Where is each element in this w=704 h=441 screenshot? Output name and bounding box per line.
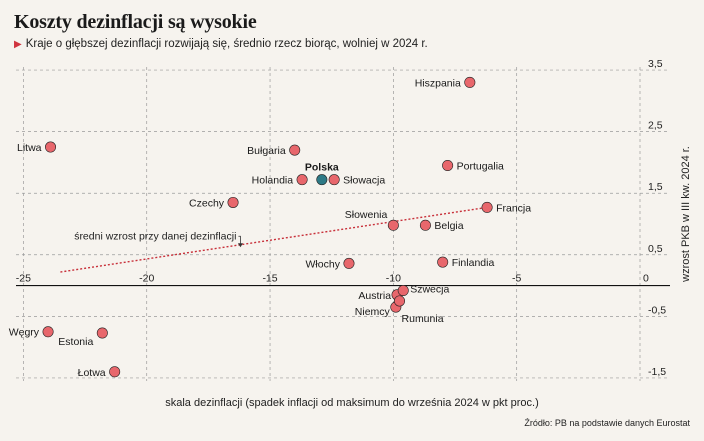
data-point — [442, 160, 454, 172]
chart-title: Koszty dezinflacji są wysokie — [14, 11, 257, 33]
data-point — [289, 144, 301, 156]
x-tick-label: 0 — [643, 273, 649, 285]
data-point — [397, 284, 409, 296]
data-point — [419, 219, 431, 231]
data-point — [227, 196, 239, 208]
data-point — [328, 174, 340, 186]
data-point — [437, 256, 449, 268]
trendline-label: średni wzrost przy danej dezinflacji — [74, 231, 236, 243]
x-tick-label: -10 — [386, 273, 401, 285]
point-label: Holandia — [252, 175, 294, 187]
data-point — [343, 257, 355, 269]
data-point — [45, 141, 57, 153]
point-label: Niemcy — [355, 306, 391, 318]
y-tick-label: 1,5 — [648, 181, 663, 193]
point-label: Słowenia — [345, 209, 388, 221]
point-label: Czechy — [189, 197, 225, 209]
y-axis-label: wzrost PKB w III kw. 2024 r. — [680, 146, 692, 283]
data-point — [109, 366, 121, 378]
x-tick-label: -25 — [16, 273, 31, 285]
point-label: Francja — [496, 202, 531, 214]
data-point — [387, 219, 399, 231]
point-label: Estonia — [58, 336, 93, 348]
grid-lines — [16, 67, 670, 381]
y-tick-label: 0,5 — [648, 243, 663, 255]
point-label: Litwa — [17, 142, 42, 154]
point-label: Rumunia — [402, 313, 444, 325]
y-tick-label: -1,5 — [648, 366, 666, 378]
x-tick-label: -5 — [512, 273, 521, 285]
point-label: Węgry — [9, 327, 40, 339]
data-point — [464, 76, 476, 88]
source-note: Źródło: PB na podstawie danych Eurostat — [524, 418, 690, 428]
y-tick-label: 3,5 — [648, 58, 663, 70]
y-tick-label: 2,5 — [648, 120, 663, 132]
x-axis-label: skala dezinflacji (spadek inflacji od ma… — [165, 397, 539, 409]
point-label: Bułgaria — [247, 145, 286, 157]
point-label: Szwecja — [410, 283, 449, 295]
data-point — [42, 326, 54, 338]
point-label: Słowacja — [343, 175, 385, 187]
data-points — [42, 76, 493, 378]
y-tick-label: -0,5 — [648, 304, 666, 316]
point-label: Austria — [358, 290, 391, 302]
chart-subtitle: ▶ Kraje o głębszej dezinflacji rozwijają … — [14, 38, 428, 50]
point-label: Łotwa — [78, 367, 106, 379]
point-labels: Hiszpania Litwa Bułgaria Portugalia Holandia… — [9, 77, 532, 378]
axes: -25 -20 -15 -10 -5 0 -1,5 -0,5 0,5 1,5 2,5 3,5 wzros… — [16, 58, 692, 378]
x-tick-label: -20 — [139, 273, 154, 285]
subtitle-text: Kraje o głębszej dezinflacji rozwijają s… — [25, 38, 428, 50]
data-point — [394, 295, 406, 307]
callout-arrow-icon — [237, 243, 243, 248]
point-label: Hiszpania — [415, 77, 461, 89]
point-label: Polska — [305, 162, 339, 174]
trendline-group: średni wzrost przy danej dezinflacji — [60, 206, 488, 273]
data-point — [96, 327, 108, 339]
trendline-callout-leader — [238, 235, 241, 246]
point-label: Włochy — [306, 258, 341, 270]
point-label: Portugalia — [457, 161, 504, 173]
data-point — [316, 174, 328, 186]
point-label: Finlandia — [452, 257, 495, 269]
triangle-bullet-icon: ▶ — [14, 39, 22, 50]
point-label: Belgia — [434, 220, 463, 232]
data-point — [481, 201, 493, 213]
x-tick-label: -15 — [262, 273, 277, 285]
data-point — [296, 174, 308, 186]
